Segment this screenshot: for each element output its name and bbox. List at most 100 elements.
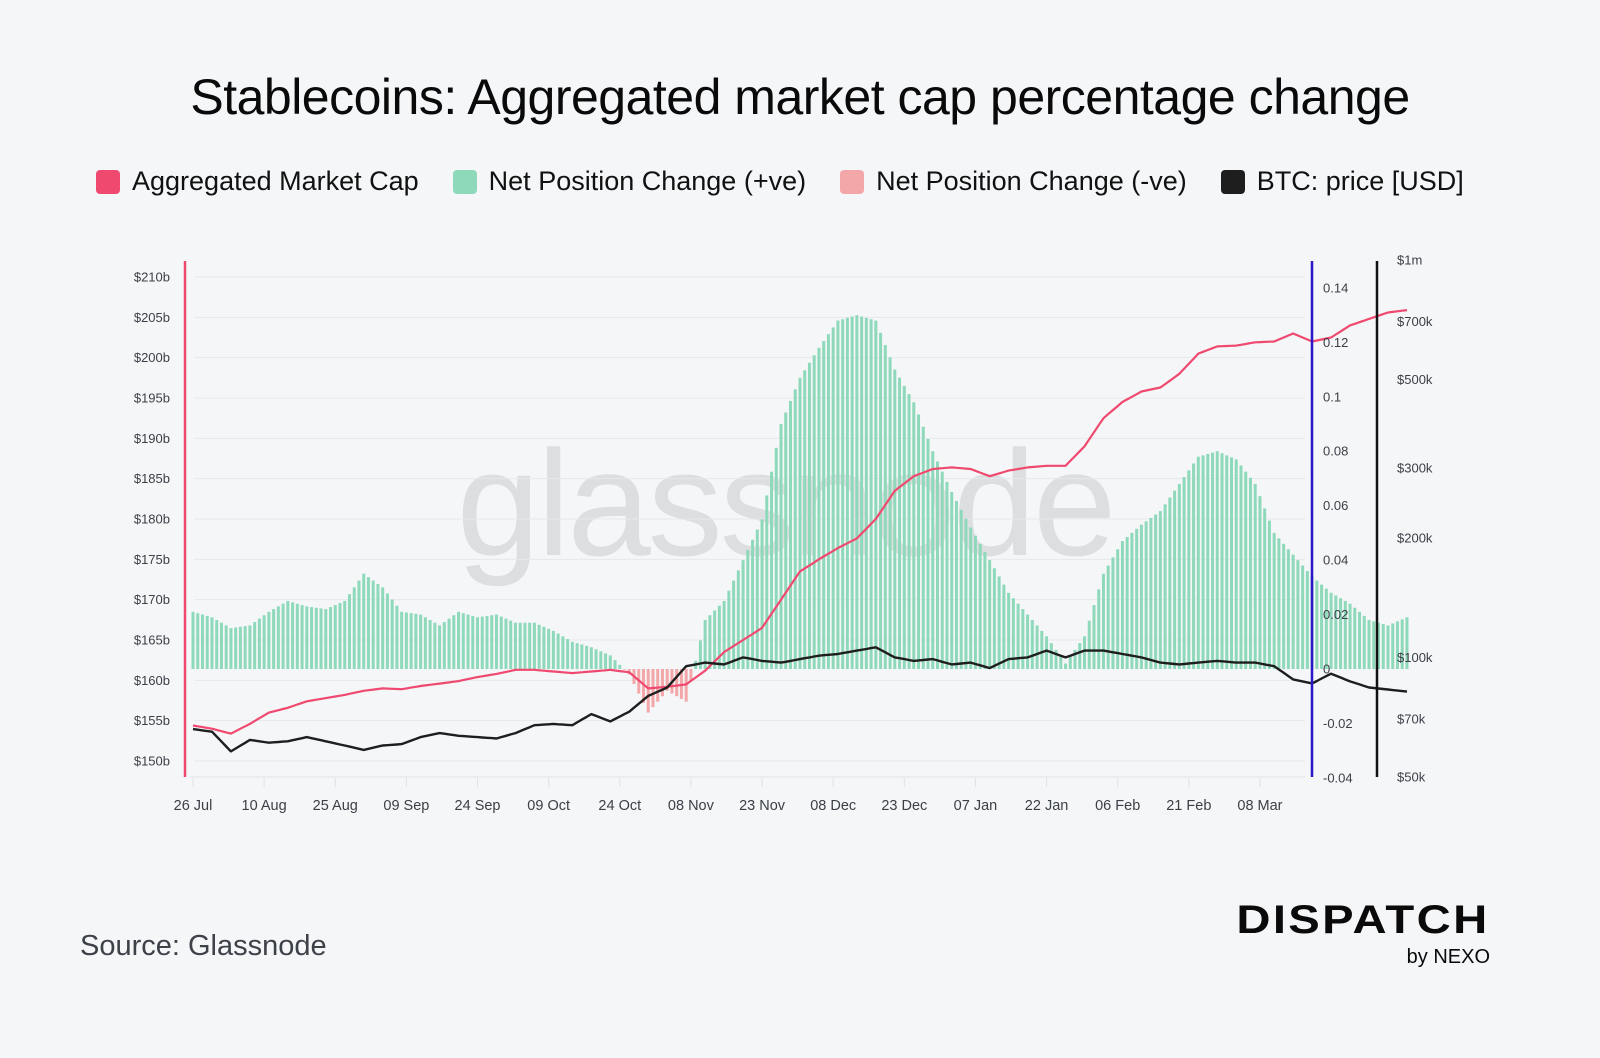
net-position-bar-positive — [826, 334, 830, 669]
middle-axis-tick-label: -0.04 — [1323, 770, 1353, 785]
x-axis-tick-label: 25 Aug — [313, 798, 358, 814]
net-position-bar-positive — [604, 653, 608, 669]
net-position-bar-positive — [883, 345, 887, 669]
net-position-bar-positive — [722, 600, 726, 669]
net-position-bar-positive — [1177, 483, 1181, 669]
net-position-bar-positive — [950, 492, 954, 669]
net-position-bar-positive — [1386, 625, 1390, 669]
net-position-bar-positive — [864, 317, 868, 669]
net-position-bar-positive — [362, 573, 366, 669]
net-position-bar-positive — [898, 377, 902, 669]
net-position-bar-positive — [879, 332, 883, 669]
net-position-bar-positive — [713, 610, 717, 669]
net-position-bar-positive — [585, 645, 589, 669]
net-position-bar-positive — [907, 394, 911, 669]
net-position-bar-positive — [893, 369, 897, 669]
net-position-bar-positive — [476, 617, 480, 669]
net-position-bar-positive — [513, 622, 517, 669]
legend-label-net-negative: Net Position Change (-ve) — [876, 166, 1187, 196]
right-axis-tick-label: $70k — [1397, 711, 1426, 726]
net-position-bar-positive — [1007, 592, 1011, 669]
net-position-bar-positive — [779, 424, 783, 669]
net-position-bar-positive — [329, 607, 333, 669]
left-axis-tick-label: $165b — [134, 633, 170, 648]
net-position-bar-positive — [1343, 600, 1347, 669]
btc-price-line — [192, 646, 1408, 753]
net-position-bar-positive — [438, 625, 442, 669]
x-axis-tick-label: 23 Nov — [739, 798, 786, 814]
legend-item-btc-price[interactable]: BTC: price [USD] — [1220, 166, 1464, 197]
net-position-bar-positive — [1196, 456, 1200, 669]
net-position-bar-positive — [755, 529, 759, 669]
net-position-bar-positive — [547, 628, 551, 669]
left-axis-tick-label: $200b — [134, 350, 170, 365]
net-position-bar-positive — [262, 615, 266, 669]
net-position-bar-positive — [1277, 538, 1281, 669]
left-axis-tick-label: $190b — [134, 431, 170, 446]
net-position-bar-positive — [855, 315, 859, 669]
net-position-bar-negative — [660, 669, 664, 697]
net-position-bar-positive — [281, 603, 285, 669]
net-position-bar-positive — [419, 614, 423, 669]
x-axis-tick-label: 22 Jan — [1025, 798, 1069, 814]
net-position-bar-positive — [1026, 614, 1030, 669]
net-position-bar-positive — [717, 605, 721, 669]
net-position-bar-positive — [234, 627, 238, 669]
net-position-bar-positive — [869, 319, 873, 669]
net-position-bar-positive — [964, 518, 968, 669]
legend-swatch-net-positive — [452, 169, 477, 194]
net-position-bar-positive — [969, 527, 973, 669]
x-axis-tick-label: 26 Jul — [174, 798, 213, 814]
legend-item-net-negative[interactable]: Net Position Change (-ve) — [840, 166, 1187, 197]
net-position-bar-positive — [385, 593, 389, 669]
x-axis-tick-label: 09 Sep — [383, 798, 429, 814]
net-position-bar-positive — [1305, 571, 1309, 669]
legend-item-market-cap[interactable]: Aggregated Market Cap — [96, 166, 419, 197]
net-position-bar-positive — [1267, 520, 1271, 669]
net-position-bar-positive — [310, 607, 314, 669]
net-position-bar-positive — [494, 614, 498, 669]
right-axis-tick-label: $1m — [1397, 253, 1422, 268]
net-position-bar-positive — [1106, 565, 1110, 669]
legend-swatch-market-cap — [96, 169, 120, 194]
net-position-bar-positive — [395, 605, 399, 669]
net-position-bar-positive — [784, 412, 788, 669]
net-position-bar-positive — [1220, 453, 1224, 669]
net-position-bar-positive — [803, 370, 807, 669]
net-position-bar-positive — [836, 320, 840, 669]
net-position-bar-positive — [1215, 451, 1219, 669]
net-position-bar-positive — [1030, 620, 1034, 669]
net-position-bar-positive — [300, 605, 304, 669]
net-position-bar-positive — [1011, 598, 1015, 669]
net-position-bar-positive — [760, 519, 764, 669]
net-position-bar-positive — [504, 618, 508, 669]
net-position-bar-positive — [333, 605, 337, 669]
net-position-bar-positive — [1101, 573, 1105, 669]
net-position-bar-positive — [1187, 470, 1191, 669]
net-position-bar-positive — [286, 600, 290, 669]
middle-axis-tick-label: 0 — [1323, 662, 1330, 677]
net-position-bar-positive — [1182, 477, 1186, 669]
net-position-bar-positive — [1078, 643, 1082, 669]
net-position-bar-positive — [452, 615, 456, 669]
net-position-bar-positive — [210, 617, 214, 669]
net-position-bar-positive — [347, 594, 351, 669]
middle-axis-tick-label: 0.12 — [1323, 335, 1348, 350]
net-position-bar-positive — [708, 615, 712, 669]
net-position-bar-positive — [442, 622, 446, 669]
net-position-bar-positive — [537, 624, 541, 669]
left-axis-tick-label: $170b — [134, 592, 170, 607]
net-position-bar-positive — [1372, 621, 1376, 669]
net-position-bar-positive — [1324, 588, 1328, 669]
net-position-bar-positive — [276, 606, 280, 669]
legend-item-net-positive[interactable]: Net Position Change (+ve) — [452, 166, 806, 197]
net-position-bar-positive — [404, 612, 408, 669]
net-position-bar-positive — [751, 539, 755, 669]
net-position-bar-positive — [191, 611, 195, 669]
net-position-bar-positive — [1348, 603, 1352, 669]
net-position-bar-positive — [1045, 636, 1049, 669]
net-position-bar-positive — [817, 347, 821, 669]
net-position-bar-positive — [272, 609, 276, 669]
net-position-bar-positive — [770, 471, 774, 669]
